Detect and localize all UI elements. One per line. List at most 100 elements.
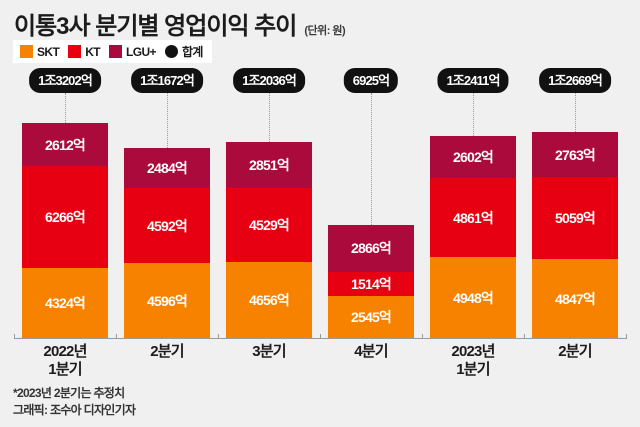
bar-column: 1조2036억 2851억 4529억 4656억 (218, 68, 320, 338)
legend-item-skt: SKT (20, 44, 60, 59)
total-badge-label: 6925억 (352, 73, 390, 88)
footnote: 그래픽: 조수아 디자인기자 (13, 403, 136, 418)
axis-tick (116, 334, 117, 339)
bar-column: 6925억 2866억 1514억 2545억 (320, 68, 422, 338)
bar-group: 1조3202억 2612억 6266억 4324억 1조1672억 2484억 4592억 4… (14, 68, 626, 338)
bar-segment-kt: 6266억 (22, 166, 108, 268)
x-axis-label: 4분기 (320, 343, 422, 378)
total-badge: 1조2411억 (437, 68, 509, 93)
x-axis-label-line2: 1분기 (48, 360, 82, 378)
bar-segment-lguplus: 2484억 (124, 148, 210, 188)
x-axis-label: 2022년 1분기 (14, 343, 116, 378)
x-axis-label-line1: 2023년 (451, 343, 495, 360)
leader-line (575, 93, 576, 132)
total-badge: 1조2669억 (539, 68, 611, 93)
x-axis-label-line1: 4분기 (354, 343, 388, 360)
total-badge: 1조1672억 (131, 68, 203, 93)
bar-segment-kt: 1514억 (328, 271, 414, 297)
axis-tick (524, 334, 525, 339)
x-axis-label: 2023년 1분기 (422, 343, 524, 378)
bar-segment-skt: 4847억 (532, 259, 618, 338)
bar-segment-lguplus: 2763억 (532, 132, 618, 177)
bar-segment-value-label: 2866억 (350, 240, 392, 257)
stacked-bar: 2602억 4861억 4948억 (430, 136, 516, 338)
x-axis-label-line2: 1분기 (456, 360, 490, 378)
legend-swatch-icon (109, 45, 122, 58)
total-badge-label: 1조2036억 (242, 73, 297, 88)
stacked-bar: 2612억 6266억 4324억 (22, 123, 108, 338)
legend-item-label: LGU+ (126, 44, 157, 59)
bar-segment-skt: 4596억 (124, 263, 210, 338)
x-axis-label-line1: 2분기 (558, 343, 592, 360)
bar-segment-value-label: 2545억 (350, 309, 392, 326)
axis-tick (14, 334, 15, 339)
bar-segment-value-label: 2602억 (452, 149, 494, 165)
total-badge: 1조2036억 (233, 68, 305, 93)
chart-legend: SKT KT LGU+ 합계 (13, 40, 212, 63)
legend-swatch-icon (68, 45, 82, 58)
x-axis-label: 2분기 (524, 343, 626, 378)
bar-segment-skt: 4324억 (22, 268, 108, 338)
stacked-bar: 2484억 4592억 4596억 (124, 148, 210, 338)
bar-segment-value-label: 2484억 (146, 160, 188, 176)
bar-segment-lguplus: 2851억 (226, 142, 312, 188)
bar-column: 1조2669억 2763억 5059억 4847억 (524, 68, 626, 338)
total-badge-label: 1조3202억 (38, 73, 93, 88)
legend-swatch-icon (20, 45, 33, 58)
x-axis-label: 2분기 (116, 343, 218, 378)
legend-item-합계: 합계 (164, 43, 203, 60)
leader-line (167, 93, 168, 148)
bar-segment-value-label: 6266억 (44, 209, 86, 225)
x-axis-label: 3분기 (218, 343, 320, 378)
x-axis-label-line1: 3분기 (252, 343, 286, 360)
bar-column: 1조1672억 2484억 4592억 4596억 (116, 68, 218, 338)
bar-segment-kt: 4592억 (124, 188, 210, 263)
bar-segment-value-label: 4529억 (248, 217, 290, 233)
bar-segment-value-label: 4948억 (452, 289, 494, 306)
bar-segment-value-label: 4324억 (44, 295, 86, 311)
bar-segment-value-label: 4847억 (554, 290, 596, 307)
bar-segment-value-label: 1514억 (350, 275, 392, 292)
chart-header: 이통3사 분기별 영업이익 추이 (단위: 원) (14, 6, 346, 41)
bar-segment-value-label: 5059억 (554, 210, 596, 226)
bar-segment-value-label: 2763억 (554, 146, 596, 163)
bar-segment-lguplus: 2866억 (328, 225, 414, 272)
bar-segment-value-label: 4861억 (452, 209, 494, 226)
leader-line (269, 93, 270, 142)
leader-line (473, 93, 474, 136)
leader-line (371, 93, 372, 225)
legend-total-circle-icon (164, 45, 178, 58)
footnote: *2023년 2분기는 추정치 (13, 386, 125, 400)
legend-item-lgu+: LGU+ (109, 44, 157, 59)
unit-label: (단위: 원) (304, 25, 346, 37)
bar-segment-lguplus: 2602억 (430, 136, 516, 178)
legend-item-label: SKT (37, 44, 60, 59)
stacked-bar: 2851억 4529억 4656억 (226, 142, 312, 338)
stacked-bar: 2763억 5059억 4847억 (532, 132, 618, 338)
legend-item-label: KT (85, 44, 100, 59)
stacked-bar: 2866억 1514억 2545억 (328, 225, 414, 338)
bar-segment-skt: 4948억 (430, 257, 516, 338)
axis-tick (626, 334, 627, 339)
bar-segment-value-label: 2851억 (248, 157, 290, 173)
leader-line (65, 93, 66, 123)
bar-segment-kt: 4529억 (226, 188, 312, 262)
axis-tick (320, 334, 321, 339)
bar-segment-kt: 5059억 (532, 177, 618, 259)
x-axis-line (14, 334, 627, 339)
total-badge-label: 1조1672억 (140, 73, 195, 88)
legend-item-kt: KT (68, 44, 101, 59)
total-badge-label: 1조2411억 (446, 73, 500, 88)
x-axis-label-line1: 2022년 (43, 343, 87, 360)
legend-item-label: 합계 (181, 45, 203, 59)
x-axis-label-line1: 2분기 (150, 343, 184, 360)
bar-column: 1조3202억 2612억 6266억 4324억 (14, 68, 116, 338)
bar-segment-skt: 4656억 (226, 262, 312, 338)
bar-segment-value-label: 4592억 (146, 217, 188, 234)
plot-area: 1조3202억 2612억 6266억 4324억 1조1672억 2484억 4592억 4… (0, 68, 640, 338)
bar-segment-skt: 2545억 (328, 296, 414, 338)
page-title: 이통3사 분기별 영업이익 추이 (14, 13, 297, 40)
bar-column: 1조2411억 2602억 4861억 4948억 (422, 68, 524, 338)
